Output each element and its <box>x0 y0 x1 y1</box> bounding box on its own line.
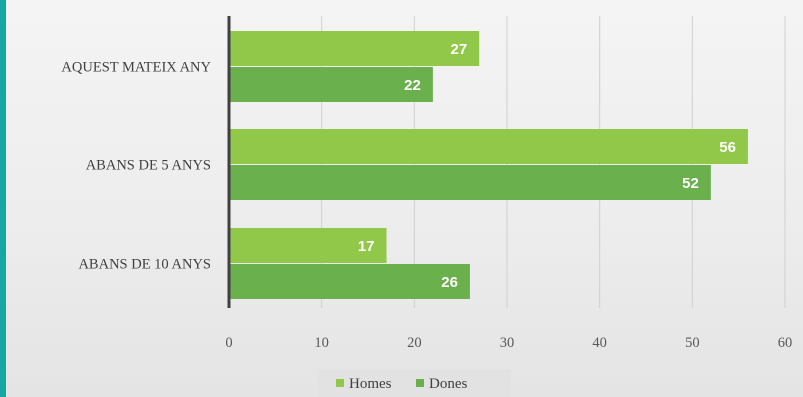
legend-label-homes: Homes <box>349 376 392 392</box>
legend: Homes Dones <box>318 369 511 397</box>
x-tick-label-0: 0 <box>225 335 232 351</box>
category-labels: AQUEST MATEIX ANY ABANS DE 5 ANYS ABANS DE… <box>61 60 211 273</box>
bar-dones-aquest-mateix-any <box>229 67 433 102</box>
bar-homes-aquest-mateix-any <box>229 31 480 66</box>
x-tick-label-20: 20 <box>407 335 422 351</box>
legend-box <box>318 369 511 397</box>
category-label-abans-de-5-anys: ABANS DE 5 ANYS <box>86 158 211 174</box>
data-label-dones-aquest-mateix-any: 22 <box>404 77 421 94</box>
x-tick-label-60: 60 <box>778 335 793 351</box>
data-label-homes-abans-de-10-anys: 17 <box>358 238 375 255</box>
data-labels: 27 22 56 52 17 26 <box>358 41 736 291</box>
data-label-homes-aquest-mateix-any: 27 <box>451 41 468 58</box>
bar-homes-abans-de-5-anys <box>229 129 748 164</box>
data-label-homes-abans-de-5-anys: 56 <box>719 139 736 156</box>
x-tick-label-50: 50 <box>685 335 700 351</box>
legend-swatch-homes <box>336 379 344 387</box>
x-tick-label-10: 10 <box>314 335 329 351</box>
bar-dones-abans-de-5-anys <box>229 165 711 200</box>
data-label-dones-abans-de-5-anys: 52 <box>682 175 699 192</box>
category-label-aquest-mateix-any: AQUEST MATEIX ANY <box>61 60 211 76</box>
x-tick-label-40: 40 <box>592 335 607 351</box>
legend-swatch-dones <box>416 379 424 387</box>
bar-dones-abans-de-10-anys <box>229 264 470 299</box>
bars <box>229 31 748 299</box>
x-axis-tick-labels: 0 10 20 30 40 50 60 <box>225 335 792 351</box>
legend-label-dones: Dones <box>429 376 467 392</box>
data-label-dones-abans-de-10-anys: 26 <box>441 274 458 291</box>
bar-homes-abans-de-10-anys <box>229 228 387 263</box>
x-tick-label-30: 30 <box>500 335 515 351</box>
category-label-abans-de-10-anys: ABANS DE 10 ANYS <box>78 257 211 273</box>
